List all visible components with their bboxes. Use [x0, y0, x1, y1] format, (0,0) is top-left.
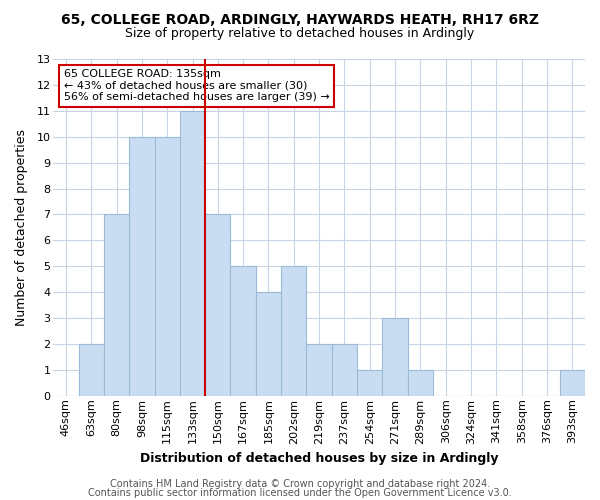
- Text: 65 COLLEGE ROAD: 135sqm
← 43% of detached houses are smaller (30)
56% of semi-de: 65 COLLEGE ROAD: 135sqm ← 43% of detache…: [64, 69, 329, 102]
- Bar: [256, 292, 281, 396]
- Y-axis label: Number of detached properties: Number of detached properties: [15, 129, 28, 326]
- Bar: [357, 370, 382, 396]
- Bar: [560, 370, 585, 396]
- Bar: [281, 266, 307, 396]
- Bar: [155, 136, 180, 396]
- Bar: [382, 318, 408, 396]
- Bar: [230, 266, 256, 396]
- Bar: [129, 136, 155, 396]
- Bar: [205, 214, 230, 396]
- Text: Contains public sector information licensed under the Open Government Licence v3: Contains public sector information licen…: [88, 488, 512, 498]
- Bar: [307, 344, 332, 396]
- Bar: [332, 344, 357, 396]
- Bar: [79, 344, 104, 396]
- Bar: [180, 111, 205, 396]
- Text: 65, COLLEGE ROAD, ARDINGLY, HAYWARDS HEATH, RH17 6RZ: 65, COLLEGE ROAD, ARDINGLY, HAYWARDS HEA…: [61, 12, 539, 26]
- Bar: [104, 214, 129, 396]
- Text: Contains HM Land Registry data © Crown copyright and database right 2024.: Contains HM Land Registry data © Crown c…: [110, 479, 490, 489]
- Text: Size of property relative to detached houses in Ardingly: Size of property relative to detached ho…: [125, 28, 475, 40]
- X-axis label: Distribution of detached houses by size in Ardingly: Distribution of detached houses by size …: [140, 452, 499, 465]
- Bar: [408, 370, 433, 396]
